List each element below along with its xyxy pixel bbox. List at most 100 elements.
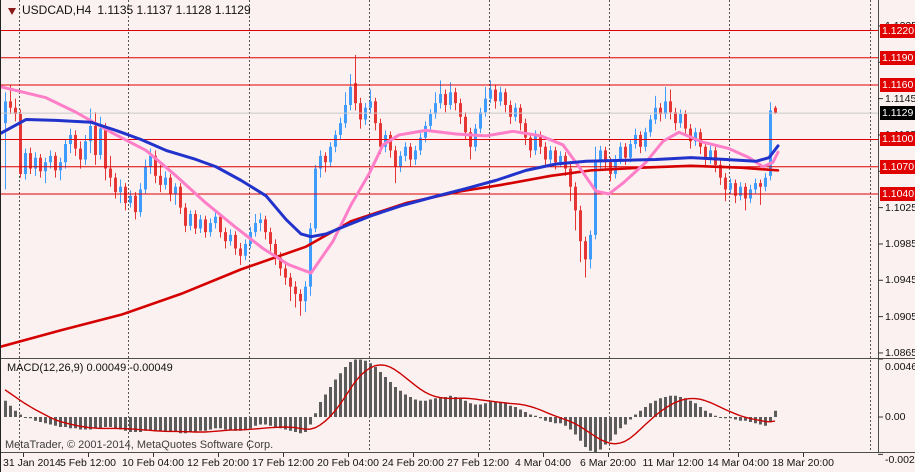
macd-histogram-bar <box>214 417 217 429</box>
bull-candle-body <box>679 114 682 124</box>
macd-histogram-bar <box>414 399 417 417</box>
macd-histogram-bar <box>54 417 57 426</box>
macd-histogram-bar <box>9 405 12 417</box>
macd-tick-label: -0.00299 <box>885 454 915 466</box>
macd-histogram-bar <box>49 417 52 425</box>
bear-candle-body <box>169 177 172 194</box>
time-tick-label: 10 Feb 04:00 <box>122 457 184 469</box>
macd-histogram-bar <box>239 417 242 431</box>
bull-candle-body <box>209 223 212 233</box>
macd-histogram-bar <box>114 417 117 429</box>
bear-candle-body <box>539 134 542 147</box>
bull-candle-body <box>314 168 317 229</box>
macd-histogram-bar <box>559 417 562 424</box>
bull-candle-body <box>629 144 632 158</box>
bull-candle-body <box>384 134 387 147</box>
bear-candle-body <box>554 150 557 163</box>
macd-histogram-bar <box>19 414 22 417</box>
macd-histogram-bar <box>699 407 702 417</box>
bull-candle-body <box>34 157 37 169</box>
bear-candle-body <box>504 92 507 105</box>
bear-candle-body <box>29 153 32 169</box>
time-tick-label: 20 Feb 04:00 <box>317 457 379 469</box>
bull-candle-body <box>479 112 482 129</box>
macd-histogram-bar <box>554 417 557 424</box>
bull-candle-body <box>739 186 742 196</box>
macd-histogram-bar <box>174 417 177 432</box>
macd-histogram-bar <box>169 417 172 432</box>
macd-histogram-bar <box>34 417 37 421</box>
macd-histogram-bar <box>204 417 207 431</box>
macd-histogram-bar <box>269 417 272 426</box>
macd-histogram-bar <box>494 402 497 417</box>
bear-candle-body <box>459 103 462 117</box>
bull-candle-body <box>129 195 132 204</box>
macd-histogram-bar <box>664 397 667 417</box>
time-tick-label: 27 Feb 12:00 <box>447 457 509 469</box>
macd-histogram-bar <box>344 367 347 417</box>
bull-candle-body <box>419 137 422 151</box>
bull-candle-body <box>694 132 697 142</box>
macd-histogram-bar <box>139 417 142 432</box>
bear-candle-body <box>409 146 412 160</box>
bear-candle-body <box>624 146 627 158</box>
bull-candle-body <box>559 155 562 163</box>
macd-histogram-bar <box>289 417 292 431</box>
macd-histogram-bar <box>729 417 732 419</box>
symbol-dropdown-icon[interactable] <box>8 7 16 15</box>
macd-histogram-bar <box>534 415 537 417</box>
bear-candle-body <box>184 207 187 226</box>
bull-candle-body <box>709 150 712 160</box>
macd-histogram-bar <box>69 417 72 429</box>
macd-histogram-bar <box>709 413 712 417</box>
macd-histogram-bar <box>379 372 382 417</box>
bull-candle-body <box>514 107 517 117</box>
macd-histogram-bar <box>244 417 247 430</box>
bear-candle-body <box>134 195 137 213</box>
bull-candle-body <box>754 183 757 190</box>
bear-candle-body <box>529 137 532 151</box>
bear-candle-body <box>704 146 707 160</box>
bull-candle-body <box>319 155 322 169</box>
bull-candle-body <box>254 223 257 233</box>
bull-candle-body <box>229 234 232 242</box>
macd-tick-label: 0.00 <box>885 411 906 423</box>
bull-candle-body <box>189 213 192 226</box>
macd-histogram-bar <box>469 403 472 417</box>
macd-histogram-bar <box>314 413 317 417</box>
macd-histogram-bar <box>609 417 612 441</box>
macd-signal-line <box>4 364 776 445</box>
macd-histogram-bar <box>254 417 257 426</box>
bull-candle-body <box>174 186 177 194</box>
macd-histogram-bar <box>354 359 357 417</box>
bull-candle-body <box>729 183 732 190</box>
macd-histogram-bar <box>64 417 67 427</box>
bull-candle-body <box>349 86 352 105</box>
macd-histogram-bar <box>294 417 297 432</box>
macd-histogram-bar <box>79 417 82 430</box>
bull-candle-body <box>344 104 347 124</box>
macd-histogram-bar <box>109 417 112 427</box>
macd-histogram-bar <box>224 417 227 430</box>
time-tick-label: 18 Mar 20:00 <box>772 457 834 469</box>
bear-candle-body <box>519 107 522 124</box>
bull-candle-body <box>484 98 487 113</box>
macd-histogram-bar <box>264 417 267 425</box>
bear-candle-body <box>774 107 777 114</box>
bear-candle-body <box>584 241 587 260</box>
bear-candle-body <box>234 234 237 249</box>
macd-histogram-bar <box>219 417 222 429</box>
macd-histogram-bar <box>384 377 387 417</box>
macd-histogram-bar <box>299 417 302 434</box>
bear-candle-body <box>39 157 42 172</box>
macd-histogram-bar <box>429 399 432 417</box>
macd-histogram-bar <box>634 414 637 417</box>
bull-candle-body <box>499 92 502 102</box>
bear-candle-body <box>109 168 112 178</box>
bear-candle-body <box>724 177 727 190</box>
bear-candle-body <box>79 148 82 160</box>
bear-candle-body <box>689 128 692 142</box>
bull-candle-body <box>244 243 247 256</box>
bear-candle-body <box>219 216 222 233</box>
